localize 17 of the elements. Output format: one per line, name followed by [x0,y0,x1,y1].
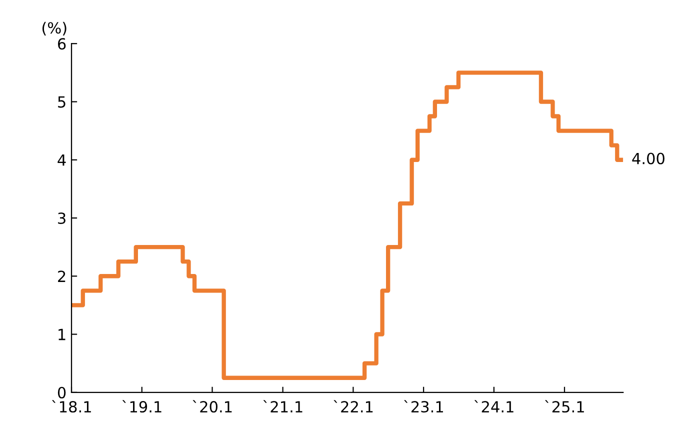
y-tick-label: 0 [58,386,66,398]
x-tick-label: `21.1 [263,400,302,412]
x-tick-label: `18.1 [52,400,91,413]
x-tick-label: `22.1 [334,400,373,412]
y-tick-label: 4 [58,154,66,166]
y-tick-label: 2 [58,270,66,282]
x-tick-label: `24.1 [474,400,514,412]
x-tick-label: `19.1 [122,400,162,413]
y-tick-label: 3 [58,212,66,224]
x-tick-label: `23.1 [404,400,443,413]
y-tick-label: 5 [58,96,66,108]
x-tick-label: `20.1 [192,400,232,413]
x-tick-label: `25.1 [544,400,584,413]
y-tick-label: 1 [58,328,66,340]
data-label: 4.00 [632,152,664,164]
y-axis-title: (%) [42,22,66,36]
y-tick-label: 6 [58,38,66,50]
